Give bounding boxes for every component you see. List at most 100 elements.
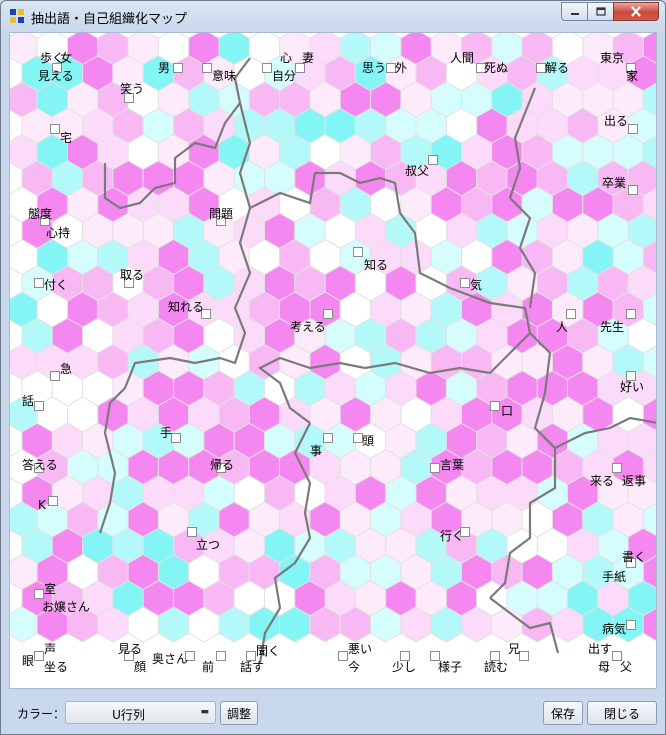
node-marker: [428, 155, 438, 165]
adjust-button[interactable]: 調整: [220, 701, 258, 725]
word-label: 知れる: [168, 300, 205, 314]
close-button[interactable]: 閉じる: [587, 701, 657, 725]
word-label: 東京: [600, 51, 625, 65]
word-label: 言葉: [440, 458, 465, 472]
word-label: 兄: [508, 642, 521, 656]
node-marker: [187, 527, 197, 537]
word-label: 態度: [28, 207, 53, 221]
word-label: 立つ: [196, 538, 221, 552]
node-marker: [430, 651, 440, 661]
word-label: 外: [395, 61, 408, 75]
chevron-down-icon: ▬: [200, 707, 209, 717]
title-bar[interactable]: 抽出語・自己組織化マップ: [1, 1, 665, 31]
node-marker: [202, 63, 212, 73]
close-window-button[interactable]: [613, 2, 659, 21]
word-label: 妻: [302, 51, 315, 65]
cluster-boundary: [489, 597, 560, 654]
word-label: 宅: [60, 131, 73, 145]
cluster-boundary: [489, 332, 557, 599]
node-marker: [124, 651, 134, 661]
node-marker: [353, 247, 363, 257]
cluster-boundary: [554, 416, 656, 449]
node-marker: [40, 216, 50, 226]
word-label: 口: [501, 404, 514, 418]
node-marker: [386, 63, 396, 73]
node-marker: [295, 63, 305, 73]
word-label: 聞く: [256, 644, 281, 658]
word-label: 卒業: [602, 176, 627, 190]
node-marker: [626, 309, 636, 319]
cluster-boundary: [508, 87, 537, 309]
save-button[interactable]: 保存: [543, 701, 583, 725]
word-label: 室: [44, 582, 57, 596]
node-marker: [246, 651, 256, 661]
node-marker: [353, 433, 363, 443]
color-label: カラー：: [17, 707, 66, 721]
node-marker: [519, 651, 529, 661]
word-label: 母: [598, 660, 611, 674]
word-label: 死ぬ: [484, 61, 509, 75]
word-label: 返事: [622, 474, 647, 488]
hexagon-grid: [10, 33, 656, 664]
cluster-boundary: [258, 422, 312, 664]
word-label: 解る: [545, 61, 570, 75]
node-marker: [34, 463, 44, 473]
color-select[interactable]: U行列 ▬: [65, 701, 216, 724]
word-label: 悪い: [348, 642, 373, 656]
node-marker: [628, 124, 638, 134]
node-marker: [52, 63, 62, 73]
word-label: 好い: [620, 380, 645, 394]
grid-app-icon: [10, 9, 24, 23]
word-label: 話: [22, 394, 35, 408]
word-label: 手紙: [602, 570, 627, 584]
node-marker: [626, 63, 636, 73]
minimize-icon: [570, 12, 579, 15]
word-label: 叔父: [405, 164, 430, 178]
word-label: 気: [470, 278, 483, 292]
node-marker: [171, 433, 181, 443]
node-marker: [626, 620, 636, 630]
node-marker: [173, 63, 183, 73]
word-label: 事: [310, 444, 323, 458]
node-marker: [612, 463, 622, 473]
word-label: 思う: [362, 61, 387, 75]
node-marker: [566, 309, 576, 319]
node-marker: [323, 309, 333, 319]
node-marker: [124, 93, 134, 103]
minimize-button[interactable]: [561, 2, 588, 21]
node-marker: [626, 371, 636, 381]
word-label: 意味: [212, 69, 237, 83]
node-marker: [490, 401, 500, 411]
word-label: 人間: [450, 51, 475, 65]
window-title: 抽出語・自己組織化マップ: [31, 12, 188, 27]
node-marker: [216, 216, 226, 226]
node-marker: [216, 651, 226, 661]
word-label: 様子: [438, 660, 463, 674]
node-marker: [338, 651, 348, 661]
word-label: 取る: [120, 268, 145, 282]
word-label: 少し: [392, 660, 417, 674]
word-label: 笑う: [120, 82, 145, 96]
word-label: 男: [158, 61, 171, 75]
word-label: 行く: [440, 529, 465, 543]
word-label: 帰る: [210, 458, 235, 472]
word-label: 坐る: [44, 660, 69, 674]
word-label: 前: [202, 660, 215, 674]
word-label: 書く: [622, 550, 647, 564]
maximize-icon: [595, 7, 606, 16]
node-marker: [323, 433, 333, 443]
node-marker: [460, 278, 470, 288]
word-label: 付く: [44, 278, 69, 292]
word-label: 顔: [134, 660, 147, 674]
node-marker: [626, 558, 636, 568]
maximize-button[interactable]: [587, 2, 614, 21]
word-label: K: [38, 498, 46, 512]
word-label: 病気: [602, 622, 627, 636]
word-label: お嬢さん: [42, 600, 91, 614]
node-marker: [536, 63, 546, 73]
word-label: 歩く: [40, 51, 65, 65]
hex-cell: [642, 607, 656, 642]
node-marker: [262, 63, 272, 73]
word-label: 眼: [22, 654, 35, 668]
node-marker: [185, 651, 195, 661]
